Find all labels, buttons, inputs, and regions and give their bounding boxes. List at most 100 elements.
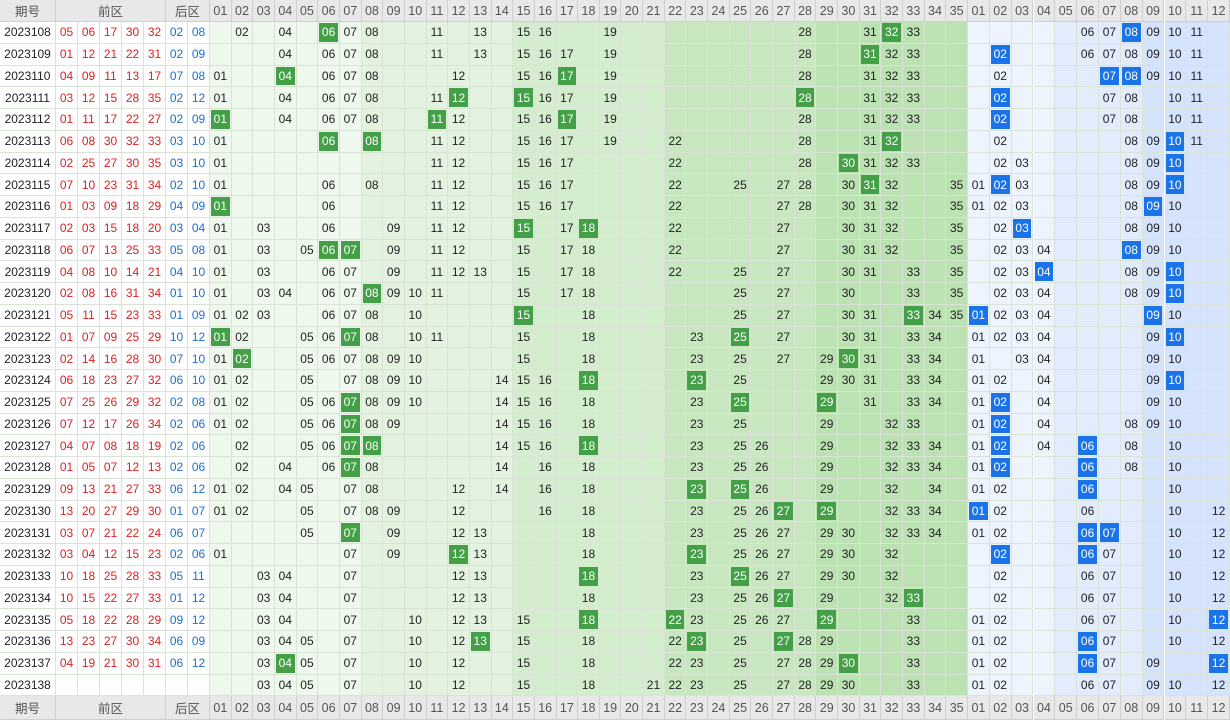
back-trend-cell — [1120, 304, 1143, 327]
back-trend-cell: 06 — [1077, 500, 1099, 523]
front-trend-cell — [621, 261, 644, 283]
front-trend-cell — [924, 130, 947, 153]
front-trend-cell: 07 — [339, 478, 362, 501]
back-trend-cell: 07 — [1099, 544, 1121, 566]
back-trend-cell — [1186, 652, 1209, 675]
period: 2023117 — [0, 217, 56, 240]
back-trend-cell — [1055, 500, 1078, 523]
front-trend-cell — [491, 674, 514, 697]
back-trend-cell: 07 — [1099, 87, 1121, 109]
trend-number: 02 — [993, 199, 1007, 214]
back-number: 09 — [166, 609, 188, 631]
trend-number: 02 — [993, 308, 1007, 323]
back-trend-cell — [1186, 283, 1209, 305]
front-trend-cell — [426, 522, 449, 544]
front-trend-cell: 33 — [903, 65, 925, 88]
header-cell: 01 — [210, 696, 232, 720]
back-trend-cell: 10 — [1164, 109, 1187, 131]
front-trend-cell — [599, 304, 622, 327]
header-cell: 11 — [426, 696, 449, 720]
front-trend-cell — [361, 261, 384, 283]
trend-number: 10 — [408, 329, 422, 344]
front-trend-cell: 06 — [318, 130, 340, 153]
period: 2023132 — [0, 544, 56, 566]
period: 2023108 — [0, 22, 56, 44]
front-number: 30 — [144, 348, 166, 370]
front-trend-cell — [448, 413, 470, 436]
trend-number: 12 — [1211, 569, 1226, 584]
front-number: 06 — [56, 130, 78, 153]
trend-number: 32 — [885, 90, 899, 105]
front-trend-cell: 08 — [361, 283, 384, 305]
trend-number: 25 — [733, 612, 747, 627]
front-trend-cell — [708, 522, 730, 544]
front-trend-cell: 28 — [794, 652, 817, 675]
front-trend-cell — [903, 174, 925, 196]
trend-number: 04 — [278, 590, 292, 605]
front-trend-cell — [231, 130, 254, 153]
front-trend-cell — [599, 391, 622, 414]
front-trend-cell — [838, 43, 860, 66]
back-number: 05 — [166, 239, 188, 262]
front-number — [56, 674, 78, 697]
trend-number: 08 — [1124, 199, 1138, 214]
trend-number: 01 — [213, 90, 227, 105]
trend-number: 10 — [1168, 90, 1182, 105]
trend-number: 16 — [538, 112, 552, 127]
front-trend-cell — [404, 43, 427, 66]
front-trend-cell — [708, 196, 730, 218]
back-trend-cell — [1186, 239, 1209, 262]
front-trend-cell: 30 — [838, 370, 860, 392]
trend-number: 33 — [906, 525, 921, 540]
front-trend-cell — [621, 413, 644, 436]
front-trend-cell — [794, 239, 817, 262]
front-number: 10 — [56, 587, 78, 610]
trend-number: 33 — [906, 634, 921, 649]
front-trend-cell — [643, 174, 665, 196]
trend-number: 08 — [365, 329, 379, 344]
back-trend-cell: 09 — [1142, 217, 1165, 240]
trend-number: 34 — [928, 525, 942, 540]
front-number: 24 — [144, 522, 166, 544]
back-trend-cell: 02 — [989, 239, 1012, 262]
trend-number: 35 — [949, 242, 964, 257]
hit-number: 12 — [1209, 653, 1228, 673]
trend-number: 09 — [1146, 177, 1160, 192]
back-number: 10 — [188, 130, 210, 153]
back-trend-cell — [1011, 109, 1034, 131]
trend-number: 02 — [993, 590, 1007, 605]
trend-number: 01 — [213, 351, 227, 366]
trend-number: 11 — [1190, 90, 1203, 105]
front-trend-cell — [318, 370, 340, 392]
trend-number: 10 — [408, 351, 422, 366]
back-trend-cell: 08 — [1120, 152, 1143, 175]
trend-number: 08 — [365, 373, 379, 388]
trend-number: 25 — [733, 264, 747, 279]
front-trend-cell — [621, 152, 644, 175]
front-number: 15 — [100, 87, 122, 109]
front-trend-cell — [491, 22, 514, 44]
back-trend-cell: 02 — [989, 283, 1012, 305]
hit-number: 18 — [579, 566, 598, 586]
front-trend-cell: 02 — [231, 370, 254, 392]
front-trend-cell — [513, 587, 535, 610]
front-trend-cell — [556, 609, 579, 631]
header-cell: 02 — [231, 696, 254, 720]
front-trend-cell — [664, 478, 687, 501]
trend-number: 10 — [1168, 395, 1182, 410]
back-trend-cell: 08 — [1120, 457, 1143, 479]
hit-number: 02 — [990, 110, 1010, 129]
trend-number: 28 — [798, 47, 812, 62]
back-trend-cell — [1208, 348, 1230, 370]
header-cell: 30 — [838, 696, 860, 720]
header-cell: 06 — [318, 0, 340, 22]
front-trend-cell — [946, 22, 968, 44]
hit-number: 15 — [514, 88, 533, 107]
header-cell: 21 — [643, 0, 665, 22]
back-trend-cell — [1011, 370, 1034, 392]
back-trend-cell: 07 — [1099, 674, 1121, 697]
trend-number: 27 — [776, 286, 791, 301]
trend-number: 09 — [386, 351, 401, 366]
front-trend-cell: 15 — [513, 283, 535, 305]
trend-number: 02 — [235, 460, 249, 475]
